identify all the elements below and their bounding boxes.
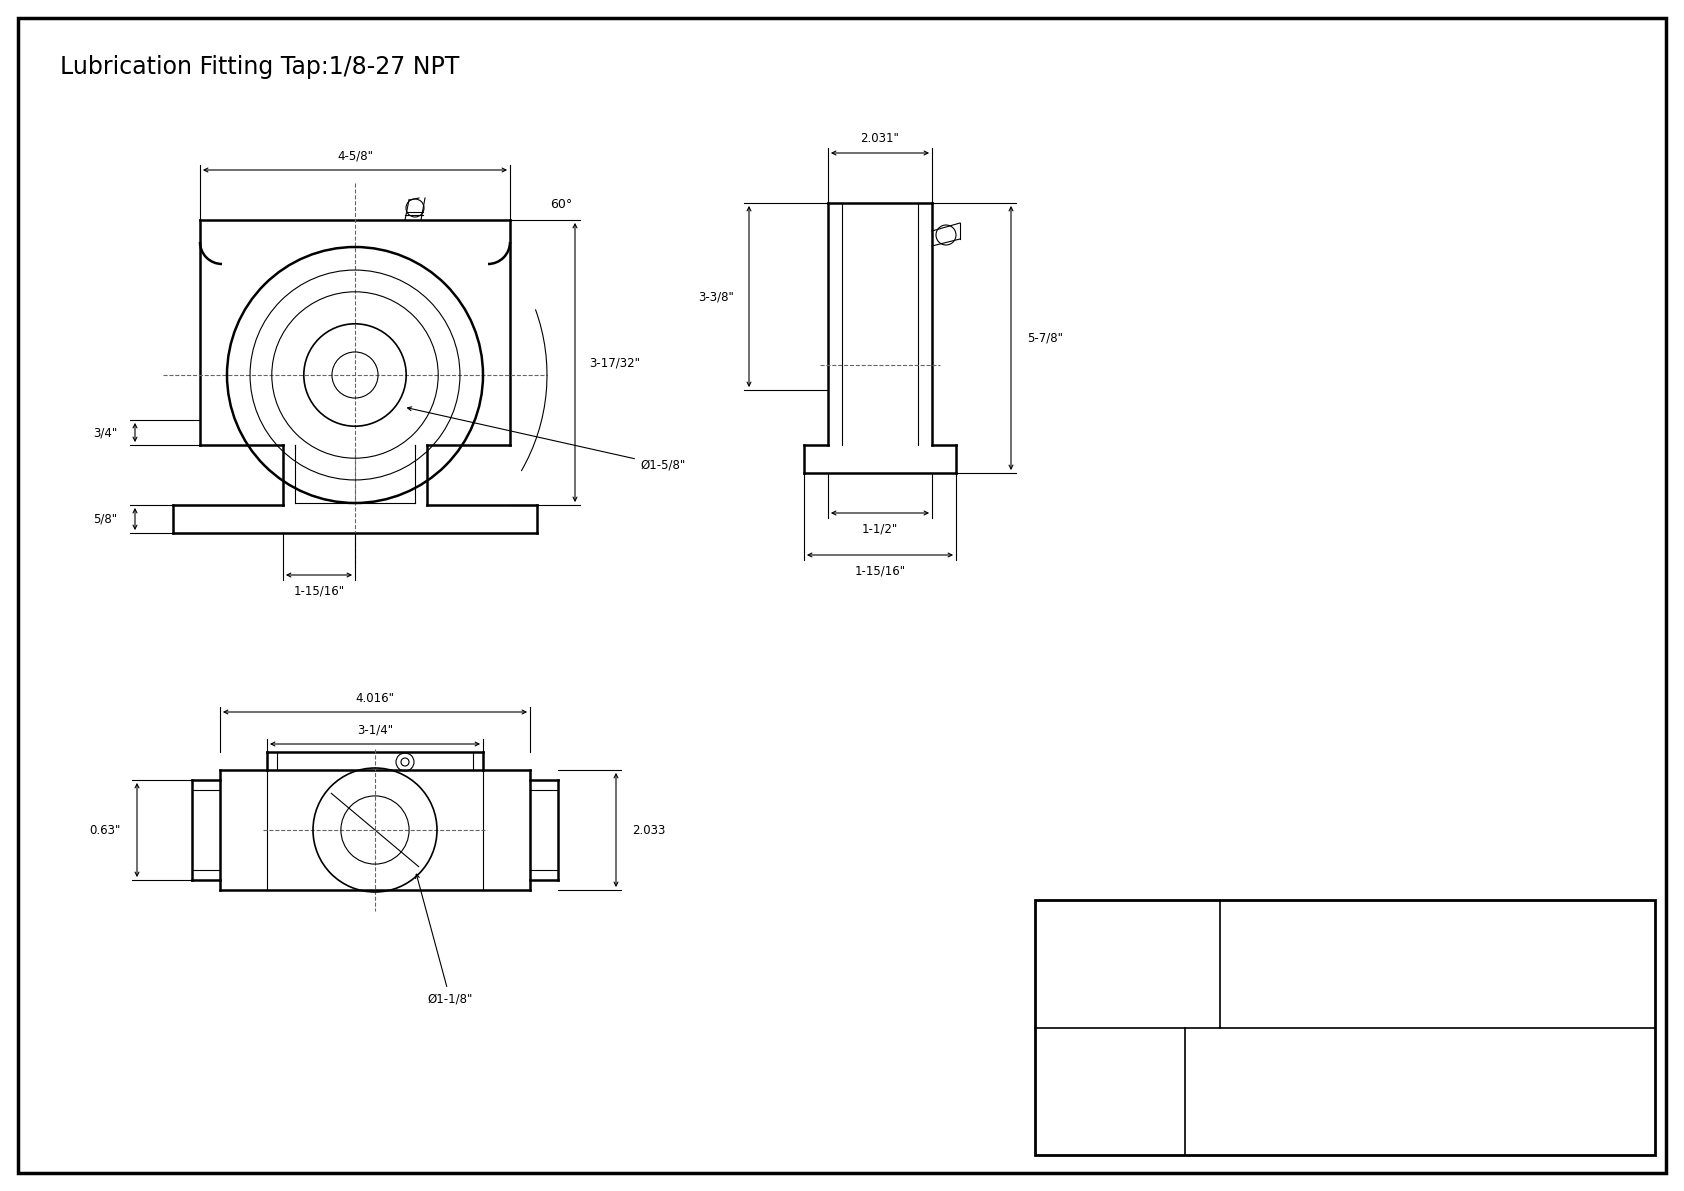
Text: 1-15/16": 1-15/16" xyxy=(293,585,345,598)
Text: Ø1-1/8": Ø1-1/8" xyxy=(416,874,473,1005)
Text: Lubrication Fitting Tap:1/8-27 NPT: Lubrication Fitting Tap:1/8-27 NPT xyxy=(61,55,460,79)
Text: 5-7/8": 5-7/8" xyxy=(1027,331,1063,344)
Text: UCTX09-26: UCTX09-26 xyxy=(1369,1056,1472,1074)
Text: Email: lilybearing@lily-bearing.com: Email: lilybearing@lily-bearing.com xyxy=(1327,966,1549,979)
Text: Part
Number: Part Number xyxy=(1083,1077,1137,1105)
Bar xyxy=(1036,900,1655,1155)
Text: 2.031": 2.031" xyxy=(861,132,899,145)
Text: 2.033: 2.033 xyxy=(632,823,665,836)
Text: 0.63": 0.63" xyxy=(89,823,121,836)
Text: Ø1-5/8": Ø1-5/8" xyxy=(408,407,685,472)
Text: Take-Up Bearing Units Set Screw Locking: Take-Up Bearing Units Set Screw Locking xyxy=(1283,1100,1556,1114)
Text: 1-15/16": 1-15/16" xyxy=(854,565,906,578)
Text: 4.016": 4.016" xyxy=(355,692,394,705)
Text: 1-1/2": 1-1/2" xyxy=(862,523,898,536)
Text: 5/8": 5/8" xyxy=(93,512,116,525)
Text: 60°: 60° xyxy=(551,199,573,212)
Text: 4-5/8": 4-5/8" xyxy=(337,150,372,162)
Text: SHANGHAI LILY BEARING LIMITED: SHANGHAI LILY BEARING LIMITED xyxy=(1307,931,1568,944)
Text: 3-3/8": 3-3/8" xyxy=(699,289,734,303)
Text: 3-17/32": 3-17/32" xyxy=(589,356,640,369)
Text: ®: ® xyxy=(1186,929,1197,942)
Text: 3-1/4": 3-1/4" xyxy=(357,723,392,736)
Text: LILY: LILY xyxy=(1078,937,1177,980)
Text: 3/4": 3/4" xyxy=(93,426,116,439)
